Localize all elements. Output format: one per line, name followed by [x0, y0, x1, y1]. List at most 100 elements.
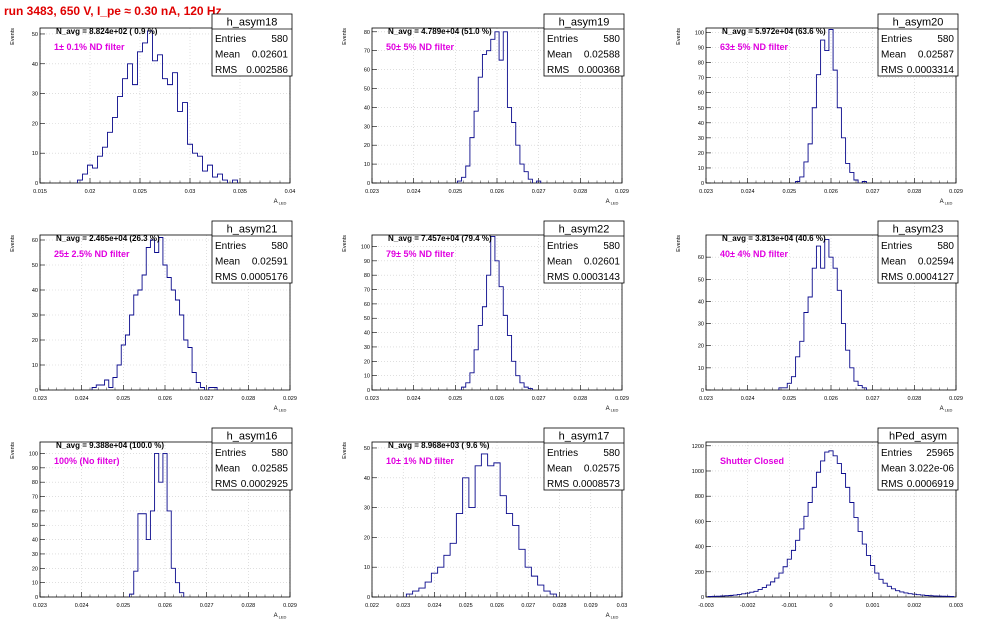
- x-tick-label: 0.024: [407, 189, 421, 195]
- x-tick-label: 0.027: [200, 603, 214, 609]
- y-tick-label: 50: [364, 86, 370, 92]
- x-tick-label: 0.03: [185, 189, 196, 195]
- stats-title: h_asym21: [227, 224, 278, 236]
- stats-value: 580: [603, 241, 620, 252]
- x-tick-label: -0.003: [698, 603, 714, 609]
- stats-value: 0.02591: [252, 257, 289, 268]
- histogram-panel-h_asym18: 0.015 0.02 0.025 0.03 0.035 0.04 0 10 20 30 40 50 Ev…: [10, 13, 295, 206]
- x-tick-label: 0.025: [116, 603, 130, 609]
- filter-label: 79± 5% ND filter: [386, 249, 454, 259]
- filter-label: 25± 2.5% ND filter: [54, 249, 130, 259]
- y-axis-title: Events: [10, 235, 16, 252]
- stats-value: 580: [271, 241, 288, 252]
- stats-value: 0.02575: [584, 464, 621, 475]
- stats-box: [211, 220, 293, 284]
- histogram-line: [707, 450, 955, 597]
- y-axis-title: Events: [10, 28, 16, 45]
- y-tick-label: 20: [698, 344, 704, 350]
- filter-label: 100% (No filter): [54, 456, 120, 466]
- stats-key: RMS: [547, 272, 570, 283]
- y-tick-label: 200: [695, 570, 704, 576]
- stats-value: 25965: [926, 448, 954, 459]
- y-tick-label: 40: [364, 105, 370, 111]
- x-tick-label: 0.023: [33, 603, 47, 609]
- x-tick-label: 0.028: [907, 396, 921, 402]
- stats-key: Mean: [881, 50, 906, 61]
- stats-box: [543, 13, 625, 77]
- y-tick-label: 80: [364, 30, 370, 36]
- y-axis-title: Events: [342, 235, 348, 252]
- stats-value: 0.02601: [584, 257, 621, 268]
- x-tick-label: 0.024: [741, 189, 755, 195]
- stats-box: [211, 13, 293, 77]
- y-axis-title: Events: [342, 442, 348, 459]
- y-tick-label: 40: [364, 331, 370, 337]
- stats-key: RMS: [215, 272, 238, 283]
- y-axis-title: Events: [10, 442, 16, 459]
- y-tick-label: 0: [701, 595, 704, 601]
- y-tick-label: 50: [364, 446, 370, 452]
- x-tick-label: 0.023: [699, 396, 713, 402]
- y-tick-label: 80: [32, 480, 38, 486]
- x-tick-label: 0.029: [283, 603, 297, 609]
- x-tick-label: 0.023: [699, 189, 713, 195]
- x-tick-label: 0.025: [116, 396, 130, 402]
- n-avg-label: N_avg = 9.388e+04 (100.0 %): [56, 441, 164, 450]
- stats-key: Mean: [881, 257, 906, 268]
- stats-title: h_asym17: [559, 431, 610, 443]
- x-tick-label: 0.028: [907, 189, 921, 195]
- stats-key: Entries: [881, 34, 912, 45]
- x-axis-title: ALED: [274, 613, 287, 620]
- stats-value: 0.0002925: [241, 479, 289, 490]
- stats-key: RMS: [215, 65, 238, 76]
- x-tick-label: 0.003: [949, 603, 963, 609]
- y-tick-label: 10: [32, 151, 38, 157]
- y-tick-label: 10: [364, 374, 370, 380]
- x-tick-label: 0.024: [428, 603, 442, 609]
- n-avg-label: N_avg = 5.972e+04 (63.6 %): [722, 27, 826, 36]
- y-tick-label: 50: [364, 316, 370, 322]
- n-avg-label: N_avg = 3.813e+04 (40.6 %): [722, 234, 826, 243]
- y-tick-label: 0: [35, 595, 38, 601]
- x-tick-label: 0.028: [573, 396, 587, 402]
- stats-key: Mean: [547, 50, 572, 61]
- y-tick-label: 10: [364, 162, 370, 168]
- stats-key: RMS: [881, 479, 904, 490]
- stats-key: Mean: [215, 50, 240, 61]
- y-tick-label: 60: [698, 91, 704, 97]
- x-axis-title: ALED: [606, 613, 619, 620]
- x-axis-title: ALED: [606, 199, 619, 206]
- x-tick-label: 0.015: [33, 189, 47, 195]
- x-tick-label: 0.024: [75, 603, 89, 609]
- y-tick-label: 0: [367, 595, 370, 601]
- stats-box: [211, 427, 293, 491]
- y-tick-label: 600: [695, 519, 704, 525]
- x-tick-label: 0.029: [949, 189, 963, 195]
- y-tick-label: 10: [698, 166, 704, 172]
- stats-key: RMS: [547, 479, 570, 490]
- y-tick-label: 20: [364, 143, 370, 149]
- y-tick-label: 100: [29, 451, 38, 457]
- stats-value: 580: [603, 34, 620, 45]
- stats-value: 580: [937, 34, 954, 45]
- x-tick-label: 0.025: [782, 396, 796, 402]
- stats-key: Entries: [547, 241, 578, 252]
- stats-value: 0.02601: [252, 50, 289, 61]
- stats-key: Mean: [215, 257, 240, 268]
- stats-key: Mean: [547, 257, 572, 268]
- n-avg-label: N_avg = 8.968e+03 ( 9.6 %): [388, 441, 490, 450]
- stats-key: Mean: [215, 464, 240, 475]
- stats-value: 580: [271, 34, 288, 45]
- x-tick-label: 0.03: [617, 603, 628, 609]
- y-tick-label: 20: [32, 121, 38, 127]
- stats-key: Entries: [881, 241, 912, 252]
- histogram-panel-hPed_asym: -0.003 -0.002 -0.001 0 0.001 0.002 0.003 0 200 40…: [692, 427, 963, 609]
- x-tick-label: 0.029: [949, 396, 963, 402]
- stats-box: [877, 13, 959, 77]
- x-tick-label: 0.035: [233, 189, 247, 195]
- y-tick-label: 20: [364, 359, 370, 365]
- x-tick-label: 0.023: [365, 189, 379, 195]
- y-tick-label: 10: [364, 565, 370, 571]
- x-tick-label: 0.025: [448, 396, 462, 402]
